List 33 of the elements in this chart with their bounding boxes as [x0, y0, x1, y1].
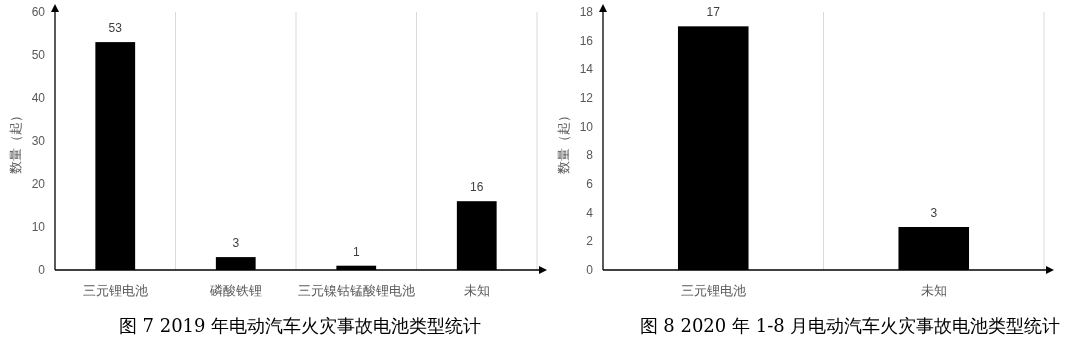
y-tick-label: 8	[586, 148, 594, 163]
y-tick-label: 12	[579, 91, 594, 105]
y-tick-label: 0	[38, 263, 46, 277]
y-tick-label: 40	[31, 91, 46, 105]
y-axis-title: 数量（起）	[556, 108, 571, 174]
y-tick-label: 10	[579, 119, 594, 134]
x-tick-label: 三元镍钴锰酸锂电池	[297, 283, 415, 298]
text: 图 8 2020 年 1-8 月电动汽车火灾事故电池类型统计	[639, 315, 1061, 336]
data-label: 16	[470, 180, 484, 195]
x-tick-label: 三元锂电池	[680, 283, 746, 298]
text: 图 7 2019 年电动汽车火灾事故电池类型统计	[118, 315, 482, 336]
data-label: 53	[108, 21, 123, 36]
x-tick-label: 磷酸铁锂	[208, 283, 262, 298]
y-tick-label: 14	[579, 62, 594, 77]
y-axis-title: 数量（起）	[8, 108, 23, 174]
y-tick-label: 0	[586, 263, 594, 277]
y-tick-label: 2	[586, 234, 594, 249]
data-label: 1	[352, 244, 360, 259]
y-tick-label: 18	[579, 5, 594, 19]
data-label: 3	[232, 236, 240, 251]
data-label: 3	[930, 206, 938, 220]
data-label: 17	[706, 5, 721, 20]
y-tick-label: 50	[31, 48, 46, 62]
y-tick-label: 16	[579, 33, 594, 48]
x-tick-label: 未知	[920, 283, 947, 298]
y-tick-label: 10	[31, 220, 46, 234]
x-tick-label: 未知	[463, 283, 490, 298]
y-tick-label: 30	[31, 134, 46, 148]
y-tick-label: 60	[31, 5, 46, 19]
x-tick-label: 三元锂电池	[82, 283, 148, 298]
y-tick-label: 20	[31, 177, 46, 191]
y-tick-label: 4	[586, 205, 594, 220]
y-tick-label: 6	[586, 177, 594, 191]
